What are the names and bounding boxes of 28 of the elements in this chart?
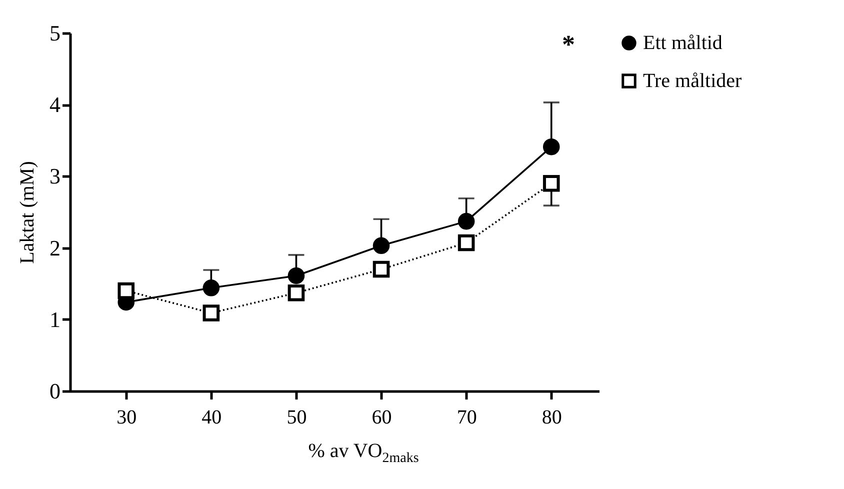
y-tick-label: 3 <box>50 164 60 189</box>
x-tick-label: 70 <box>456 406 477 428</box>
x-axis-title: % av VO$_{2maks}$ <box>307 440 420 467</box>
y-tick-label: 4 <box>50 92 60 118</box>
annotation: * <box>562 30 575 60</box>
legend-label: Tre måltider <box>643 70 742 92</box>
point <box>458 212 475 230</box>
point <box>542 138 560 156</box>
point <box>202 280 220 296</box>
point <box>372 260 390 278</box>
point <box>288 284 305 302</box>
point <box>542 174 560 192</box>
x-tick-label: 60 <box>372 406 392 428</box>
point <box>458 234 475 252</box>
point <box>118 282 135 300</box>
y-tick-label: 5 <box>50 20 60 46</box>
x-tick-label: 30 <box>116 406 137 428</box>
y-tick-label: 2 <box>50 235 60 260</box>
point <box>288 267 305 284</box>
x-tick-label: 80 <box>542 406 562 428</box>
x-tick-label: 40 <box>202 406 222 428</box>
y-tick-label: 0 <box>50 378 60 404</box>
point <box>202 304 220 322</box>
legend-label: Ett måltid <box>643 32 722 54</box>
point <box>372 237 390 254</box>
x-tick-label: 50 <box>286 406 307 428</box>
y-axis-title: Laktat (mM) <box>16 161 38 264</box>
y-tick-label: 1 <box>50 306 60 332</box>
